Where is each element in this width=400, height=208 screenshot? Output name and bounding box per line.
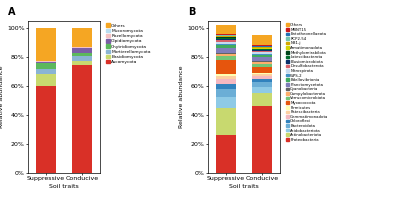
- X-axis label: Soil traits: Soil traits: [229, 184, 259, 189]
- Bar: [216, 48, 236, 53]
- Bar: [252, 48, 272, 49]
- Bar: [216, 79, 236, 84]
- Bar: [252, 64, 272, 67]
- Bar: [252, 45, 272, 46]
- Legend: Others, Mucoromycota, Rozellomycota, Olpidiomycota, Chytridiomycota, Mortierello: Others, Mucoromycota, Rozellomycota, Olp…: [106, 23, 151, 65]
- Bar: [216, 35, 236, 36]
- Bar: [216, 84, 236, 89]
- Bar: [252, 55, 272, 57]
- Bar: [252, 51, 272, 52]
- Bar: [36, 69, 56, 74]
- Bar: [216, 39, 236, 40]
- Bar: [216, 135, 236, 173]
- Bar: [36, 86, 56, 173]
- Bar: [36, 62, 56, 63]
- Bar: [216, 44, 236, 45]
- X-axis label: Soil traits: Soil traits: [49, 184, 79, 189]
- Bar: [252, 82, 272, 87]
- Bar: [216, 74, 236, 77]
- Bar: [252, 52, 272, 54]
- Bar: [216, 36, 236, 37]
- Bar: [252, 67, 272, 73]
- Bar: [216, 34, 236, 35]
- Bar: [216, 38, 236, 39]
- Bar: [252, 79, 272, 82]
- Bar: [72, 47, 92, 48]
- Bar: [216, 89, 236, 97]
- Bar: [252, 87, 272, 93]
- Bar: [36, 28, 56, 61]
- Bar: [72, 65, 92, 173]
- Bar: [252, 76, 272, 79]
- Bar: [72, 56, 92, 61]
- Bar: [36, 63, 56, 69]
- Bar: [216, 37, 236, 38]
- Bar: [252, 74, 272, 76]
- Y-axis label: Relative abundance: Relative abundance: [0, 66, 4, 128]
- Bar: [216, 56, 236, 60]
- Text: B: B: [188, 7, 195, 17]
- Bar: [252, 49, 272, 50]
- Bar: [216, 97, 236, 108]
- Bar: [252, 93, 272, 106]
- Bar: [216, 45, 236, 48]
- Bar: [252, 35, 272, 45]
- Bar: [36, 61, 56, 62]
- Bar: [252, 106, 272, 173]
- Bar: [252, 47, 272, 48]
- Bar: [216, 60, 236, 74]
- Y-axis label: Relative abundance: Relative abundance: [179, 66, 184, 128]
- Bar: [72, 48, 92, 53]
- Bar: [72, 28, 92, 47]
- Bar: [216, 40, 236, 42]
- Text: A: A: [8, 7, 15, 17]
- Bar: [36, 74, 56, 86]
- Bar: [72, 61, 92, 65]
- Bar: [216, 77, 236, 79]
- Bar: [252, 57, 272, 61]
- Bar: [216, 25, 236, 34]
- Bar: [252, 73, 272, 74]
- Bar: [252, 61, 272, 62]
- Bar: [72, 53, 92, 56]
- Bar: [252, 46, 272, 47]
- Bar: [216, 42, 236, 44]
- Legend: Others, MBNT15, Entotheonellaeota, RCP2-54, NB1-j, Armatimonadota, Methylomirabi: Others, MBNT15, Entotheonellaeota, RCP2-…: [286, 23, 329, 142]
- Bar: [216, 53, 236, 54]
- Bar: [252, 50, 272, 51]
- Bar: [252, 54, 272, 55]
- Bar: [216, 108, 236, 135]
- Bar: [216, 54, 236, 56]
- Bar: [252, 62, 272, 64]
